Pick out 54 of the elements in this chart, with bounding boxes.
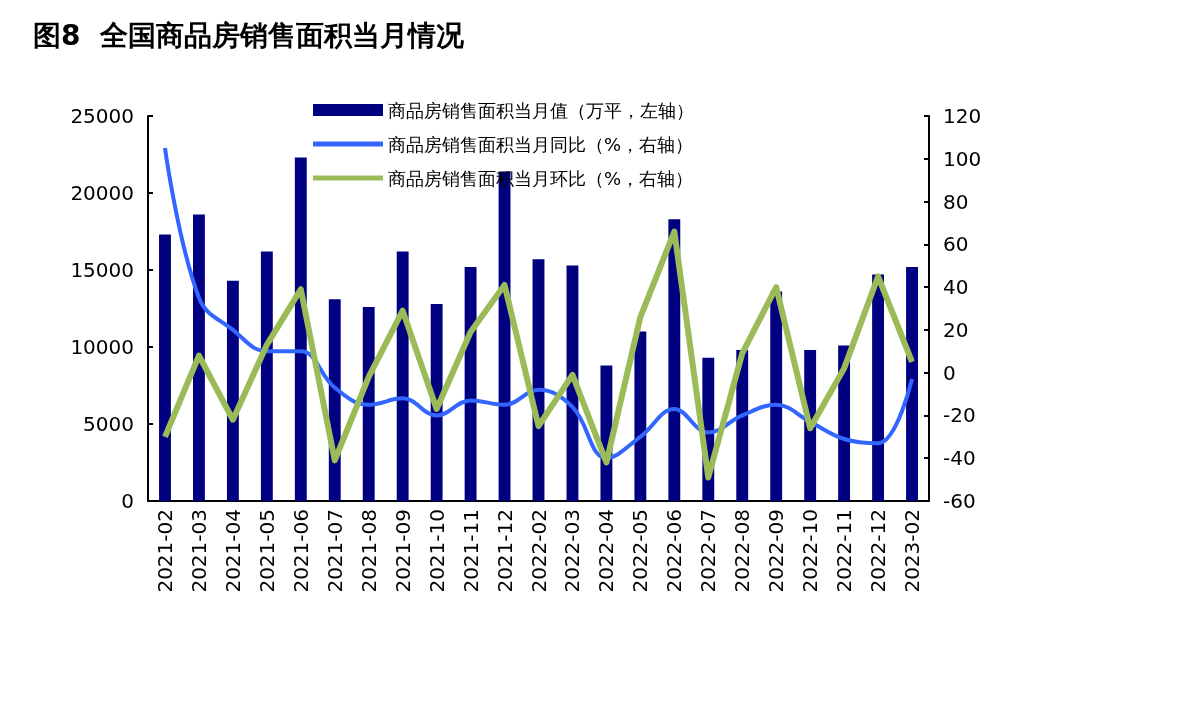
x-tick-label: 2022-12 <box>866 509 891 593</box>
bar <box>260 251 273 501</box>
x-tick-label: 2021-04 <box>220 509 245 593</box>
x-tick-label: 2021-09 <box>390 509 415 593</box>
y2-tick-label: 60 <box>943 232 969 257</box>
y2-tick-label: -60 <box>943 489 976 513</box>
x-tick-label: 2022-03 <box>560 509 585 593</box>
x-tick-label: 2021-10 <box>424 509 449 593</box>
x-tick-label: 2022-07 <box>696 509 721 593</box>
y-tick-label: 25000 <box>70 104 134 128</box>
bar <box>159 234 171 501</box>
x-tick-label: 2021-05 <box>254 509 279 593</box>
x-tick-label: 2022-11 <box>832 509 857 593</box>
legend-label: 商品房销售面积当月同比（%，右轴） <box>388 133 694 155</box>
y-tick-label: 20000 <box>70 181 134 205</box>
bar <box>226 280 239 501</box>
y-tick-label: 5000 <box>83 412 134 436</box>
y-tick-label: 15000 <box>70 258 134 282</box>
bar <box>362 306 375 501</box>
chart-title: 图8 全国商品房销售面积当月情况 <box>33 18 465 52</box>
x-tick-label: 2022-08 <box>730 509 755 593</box>
x-tick-label: 2023-02 <box>900 509 925 593</box>
y2-tick-label: 0 <box>943 360 956 385</box>
bar <box>872 274 885 501</box>
x-tick-label: 2022-10 <box>798 509 823 593</box>
legend-label: 商品房销售面积当月值（万平，左轴） <box>388 99 694 121</box>
x-tick-label: 2022-04 <box>594 509 619 593</box>
y2-tick-label: -20 <box>943 403 976 428</box>
x-tick-label: 2021-07 <box>322 509 347 593</box>
x-tick-label: 2022-09 <box>764 509 789 593</box>
x-tick-label: 2021-02 <box>152 509 177 593</box>
bar <box>192 214 205 501</box>
x-tick-label: 2021-11 <box>458 509 483 593</box>
y2-tick-label: 20 <box>943 317 969 342</box>
x-tick-label: 2021-12 <box>492 509 517 593</box>
y2-tick-label: 120 <box>943 104 982 128</box>
bar <box>464 266 477 501</box>
y2-tick-label: 100 <box>943 146 982 171</box>
x-tick-label: 2022-06 <box>662 509 687 593</box>
x-tick-label: 2022-02 <box>526 509 551 593</box>
y2-tick-label: 80 <box>943 189 969 214</box>
bar <box>770 291 783 501</box>
y-tick-label: 10000 <box>70 335 134 359</box>
y2-tick-label: -40 <box>943 446 976 471</box>
x-tick-label: 2021-03 <box>186 509 211 593</box>
y-tick-label: 0 <box>121 489 134 513</box>
bar <box>396 251 409 501</box>
x-tick-label: 2021-08 <box>356 509 381 593</box>
bar <box>906 266 918 501</box>
y2-tick-label: 40 <box>943 275 969 300</box>
x-tick-label: 2022-05 <box>628 509 653 593</box>
bar <box>294 157 307 501</box>
bar <box>634 331 647 501</box>
x-tick-label: 2021-06 <box>288 509 313 593</box>
